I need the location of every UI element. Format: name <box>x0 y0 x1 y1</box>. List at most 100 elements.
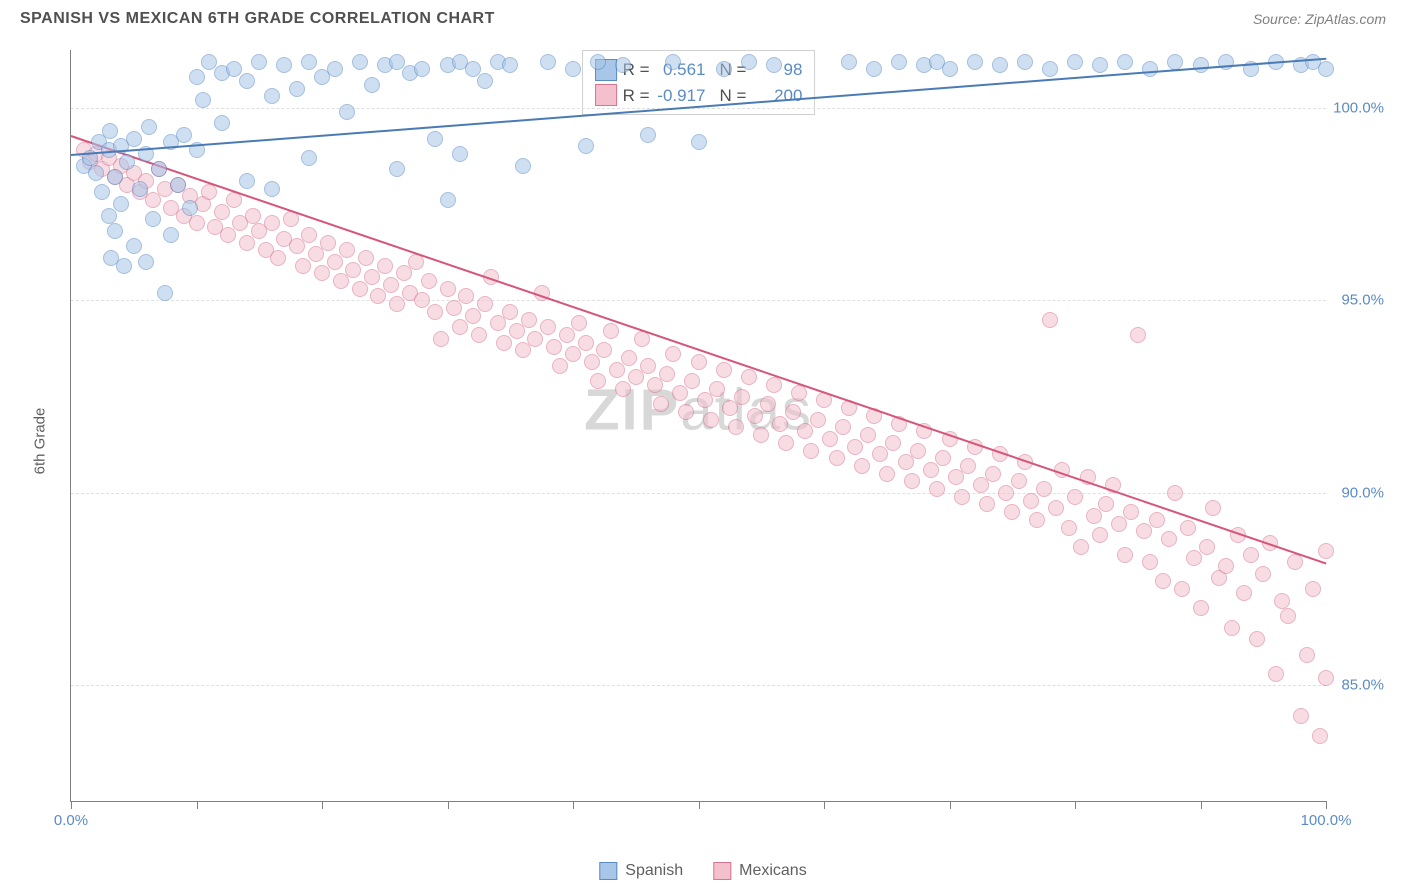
data-point-mexicans <box>741 369 757 385</box>
data-point-mexicans <box>345 262 361 278</box>
data-point-mexicans <box>728 419 744 435</box>
data-point-mexicans <box>647 377 663 393</box>
data-point-mexicans <box>220 227 236 243</box>
data-point-mexicans <box>691 354 707 370</box>
data-point-mexicans <box>797 423 813 439</box>
x-tick <box>824 801 825 809</box>
data-point-mexicans <box>546 339 562 355</box>
data-point-mexicans <box>904 473 920 489</box>
data-point-mexicans <box>929 481 945 497</box>
data-point-mexicans <box>973 477 989 493</box>
data-point-spanish <box>126 131 142 147</box>
data-point-mexicans <box>1161 531 1177 547</box>
data-point-mexicans <box>465 308 481 324</box>
data-point-spanish <box>132 181 148 197</box>
data-point-mexicans <box>1004 504 1020 520</box>
data-point-mexicans <box>1174 581 1190 597</box>
data-point-mexicans <box>1067 489 1083 505</box>
bottom-label-mexicans: Mexicans <box>739 862 807 880</box>
grid-line <box>71 685 1326 686</box>
data-point-spanish <box>942 61 958 77</box>
data-point-mexicans <box>822 431 838 447</box>
legend-n-mexicans: 200 <box>752 83 802 109</box>
data-point-mexicans <box>722 400 738 416</box>
chart-title: SPANISH VS MEXICAN 6TH GRADE CORRELATION… <box>20 10 495 28</box>
data-point-spanish <box>107 169 123 185</box>
data-point-spanish <box>1167 54 1183 70</box>
data-point-mexicans <box>596 342 612 358</box>
data-point-mexicans <box>1255 566 1271 582</box>
data-point-mexicans <box>301 227 317 243</box>
bottom-legend: Spanish Mexicans <box>599 862 806 880</box>
data-point-spanish <box>440 192 456 208</box>
data-point-spanish <box>1092 57 1108 73</box>
data-point-mexicans <box>352 281 368 297</box>
data-point-mexicans <box>1029 512 1045 528</box>
data-point-spanish <box>967 54 983 70</box>
data-point-mexicans <box>471 327 487 343</box>
data-point-mexicans <box>308 246 324 262</box>
data-point-spanish <box>766 57 782 73</box>
grid-line <box>71 108 1326 109</box>
data-point-mexicans <box>615 381 631 397</box>
data-point-mexicans <box>289 238 305 254</box>
data-point-mexicans <box>578 335 594 351</box>
data-point-mexicans <box>1186 550 1202 566</box>
legend-row-mexicans: R = -0.917 N = 200 <box>595 83 803 109</box>
data-point-mexicans <box>1236 585 1252 601</box>
data-point-spanish <box>119 154 135 170</box>
data-point-spanish <box>339 104 355 120</box>
data-point-mexicans <box>628 369 644 385</box>
data-point-spanish <box>1318 61 1334 77</box>
data-point-mexicans <box>1061 520 1077 536</box>
data-point-mexicans <box>1123 504 1139 520</box>
data-point-mexicans <box>565 346 581 362</box>
data-point-mexicans <box>214 204 230 220</box>
data-point-mexicans <box>910 443 926 459</box>
data-point-mexicans <box>433 331 449 347</box>
data-point-mexicans <box>327 254 343 270</box>
data-point-mexicans <box>446 300 462 316</box>
y-tick-label: 85.0% <box>1341 677 1384 694</box>
data-point-spanish <box>116 258 132 274</box>
data-point-spanish <box>170 177 186 193</box>
data-point-mexicans <box>584 354 600 370</box>
data-point-mexicans <box>1036 481 1052 497</box>
bottom-swatch-spanish <box>599 862 617 880</box>
data-point-mexicans <box>785 404 801 420</box>
data-point-mexicans <box>490 315 506 331</box>
data-point-mexicans <box>552 358 568 374</box>
data-point-mexicans <box>370 288 386 304</box>
data-point-mexicans <box>772 416 788 432</box>
data-point-mexicans <box>189 215 205 231</box>
y-axis-label: 6th Grade <box>32 408 49 475</box>
data-point-mexicans <box>960 458 976 474</box>
data-point-mexicans <box>1243 547 1259 563</box>
data-point-mexicans <box>753 427 769 443</box>
bottom-label-spanish: Spanish <box>625 862 683 880</box>
data-point-mexicans <box>559 327 575 343</box>
data-point-mexicans <box>954 489 970 505</box>
x-tick-label: 0.0% <box>54 812 88 829</box>
data-point-mexicans <box>477 296 493 312</box>
x-tick <box>950 801 951 809</box>
data-point-spanish <box>565 61 581 77</box>
data-point-spanish <box>113 196 129 212</box>
data-point-mexicans <box>1224 620 1240 636</box>
data-point-spanish <box>716 61 732 77</box>
data-point-spanish <box>163 227 179 243</box>
data-point-mexicans <box>1155 573 1171 589</box>
x-tick <box>197 801 198 809</box>
data-point-spanish <box>214 115 230 131</box>
x-tick <box>1326 801 1327 809</box>
data-point-mexicans <box>898 454 914 470</box>
legend-r-label: R = <box>623 83 650 109</box>
data-point-mexicans <box>264 215 280 231</box>
data-point-mexicans <box>872 446 888 462</box>
data-point-mexicans <box>590 373 606 389</box>
data-point-spanish <box>640 127 656 143</box>
data-point-spanish <box>101 208 117 224</box>
data-point-mexicans <box>766 377 782 393</box>
data-point-mexicans <box>760 396 776 412</box>
data-point-mexicans <box>835 419 851 435</box>
